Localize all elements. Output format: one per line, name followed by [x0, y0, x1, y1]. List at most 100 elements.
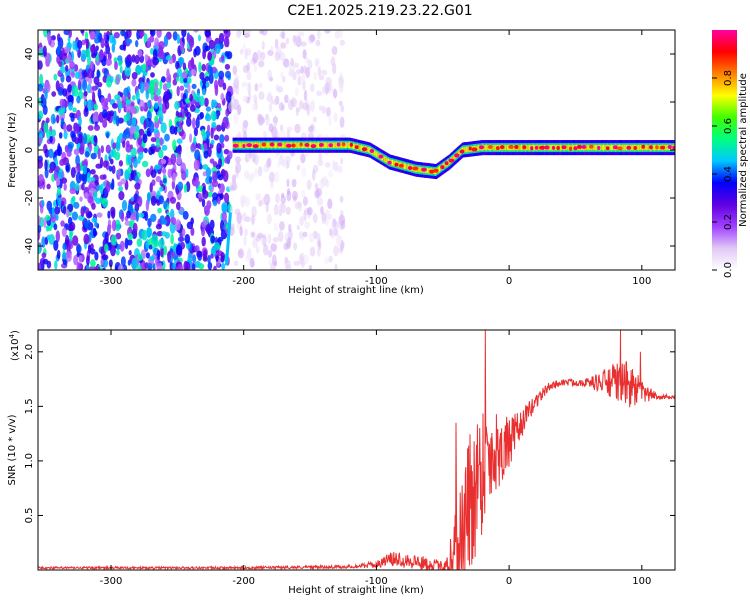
spectrogram-noise-blob: [38, 110, 44, 120]
spectrogram-noise-blob: [285, 37, 290, 45]
spectrogram-noise-blob: [320, 206, 324, 215]
spectrogram-noise-blob: [202, 189, 209, 199]
spectrogram-noise-blob: [201, 228, 206, 237]
spectrogram-noise-blob: [204, 113, 212, 122]
spectrogram-noise-blob: [45, 214, 51, 221]
spectrogram-noise-blob: [258, 60, 265, 68]
spectrogram-noise-blob: [89, 248, 96, 255]
spectrogram-noise-blob: [83, 233, 90, 245]
x-tick-label: -300: [100, 276, 123, 287]
spectrogram-noise-blob: [129, 125, 136, 135]
spectrogram-noise-blob: [117, 55, 123, 62]
spectrogram-noise-blob: [312, 116, 317, 123]
spectrogram-noise-blob: [190, 227, 195, 236]
spectrogram-noise-blob: [178, 121, 182, 130]
spectrogram-noise-blob: [146, 226, 152, 238]
snr-y-label: SNR (10 * v/v): [7, 414, 18, 485]
spectrogram-noise-blob: [177, 67, 182, 78]
ridge-band: [297, 142, 300, 148]
spectrogram-noise-blob: [217, 174, 224, 181]
spectrogram-noise-blob: [69, 231, 73, 242]
spectrogram-noise-blob: [87, 195, 94, 204]
ridge-peak: [378, 154, 384, 159]
spectrogram-noise-blob: [210, 139, 215, 145]
spectrogram-noise-blob: [161, 158, 167, 165]
spectrogram-noise-blob: [219, 183, 225, 194]
spectrogram-noise-blob: [316, 90, 323, 97]
ridge-band: [465, 146, 468, 153]
spectrogram-noise-blob: [163, 200, 168, 210]
spectrogram-noise-blob: [243, 170, 250, 180]
spectrogram-noise-blob: [76, 261, 81, 270]
spectrogram-noise-blob: [110, 183, 114, 190]
spectrogram-noise-blob: [204, 30, 211, 38]
spectrogram-x-ticks: -300 -200 -100 0 100: [100, 30, 651, 287]
ridge-peak: [291, 143, 296, 148]
spectrogram-noise-blob: [314, 57, 320, 66]
spectrogram-noise-blob: [38, 215, 41, 227]
spectrogram-noise-blob: [232, 82, 237, 95]
ridge-peak: [299, 142, 303, 147]
ridge-peak: [667, 145, 672, 149]
spectrogram-noise-blob: [136, 238, 143, 248]
spectrogram-noise-blob: [62, 88, 68, 97]
ridge-peak: [626, 145, 632, 150]
spectrogram-noise-blob: [143, 147, 148, 154]
spectrogram-noise-blob: [221, 202, 228, 213]
spectrogram-noise-blob: [161, 76, 166, 83]
ridge-band: [426, 167, 429, 174]
spectrogram-noise-blob: [158, 195, 164, 205]
spectrogram-noise-blob: [264, 113, 269, 121]
spectrogram-noise-blob: [67, 94, 74, 102]
ridge-peak: [522, 145, 527, 150]
ridge-peak: [581, 144, 587, 149]
colorbar: 0.0 0.2 0.4 0.6 0.8 Normalized spectral ampl…: [712, 30, 749, 278]
spectrogram-noise-blob: [212, 200, 218, 207]
spectrogram-noise-blob: [253, 62, 257, 73]
ridge-peak: [454, 153, 460, 158]
ridge-peak: [530, 146, 534, 151]
spectrogram-noise-blob: [50, 113, 56, 125]
spectrogram-noise-blob: [194, 45, 201, 56]
spectrogram-noise-blob: [292, 190, 298, 200]
spectrogram-noise-blob: [70, 130, 76, 139]
snr-multiplier-exp: 4: [8, 333, 16, 338]
spectrogram-noise-blob: [66, 208, 70, 218]
spectrogram-noise-blob: [252, 52, 259, 64]
spectrogram-noise-blob: [186, 111, 192, 120]
spectrogram-noise-blob: [161, 144, 168, 151]
spectrogram-noise-blob: [309, 100, 315, 112]
spectrogram-noise-blob: [284, 94, 289, 104]
spectrogram-noise-blob: [164, 100, 170, 110]
spectrogram-noise-blob: [176, 156, 183, 165]
spectrogram-noise-blob: [104, 102, 108, 108]
ridge-peak: [242, 144, 246, 148]
spectrogram-noise-blob: [70, 167, 76, 178]
spectrogram-noise-blob: [80, 30, 85, 34]
spectrogram-noise-blob: [114, 94, 121, 101]
spectrogram-noise-blob: [200, 143, 204, 150]
spectrogram-noise-blob: [65, 234, 70, 246]
spectrogram-noise-blob: [207, 261, 213, 270]
spectrogram-noise-blob: [273, 115, 278, 127]
ridge-peak: [304, 142, 310, 147]
spectrogram-noise-blob: [293, 260, 300, 266]
spectrogram-noise-blob: [321, 86, 326, 94]
spectrogram-noise-blob: [132, 95, 136, 101]
spectrogram-noise-blob: [66, 150, 72, 157]
spectrogram-noise-blob: [60, 117, 65, 127]
spectrogram-noise-blob: [75, 182, 80, 192]
ridge-peak: [341, 142, 346, 147]
spectrogram-noise-blob: [162, 219, 168, 225]
spectrogram-noise-blob: [90, 259, 96, 268]
spectrogram-noise-blob: [309, 246, 316, 257]
ridge-peak: [471, 147, 478, 152]
spectrogram-noise-blob: [55, 230, 60, 243]
spectrogram-noise-blob: [195, 176, 199, 189]
spectrogram-noise-blob: [142, 63, 147, 72]
spectrogram-noise-blob: [115, 75, 120, 85]
spectrogram-noise-blob: [255, 193, 261, 201]
spectrogram-noise-blob: [218, 70, 225, 80]
spectrogram-noise-blob: [280, 42, 287, 49]
spectrogram-noise-blob: [187, 77, 192, 84]
